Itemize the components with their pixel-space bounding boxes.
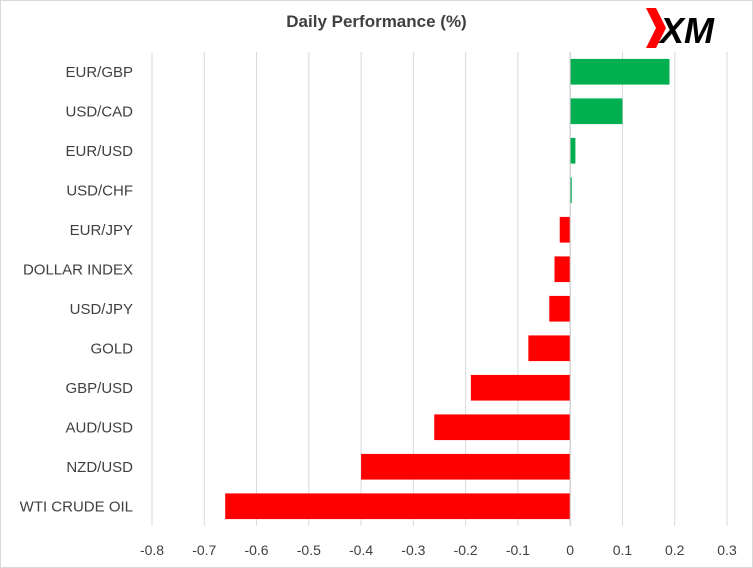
category-label: WTI CRUDE OIL bbox=[20, 498, 133, 515]
x-tick-label: -0.4 bbox=[349, 542, 373, 558]
x-tick-label: -0.3 bbox=[401, 542, 425, 558]
bar bbox=[470, 374, 571, 401]
category-label: NZD/USD bbox=[66, 459, 133, 476]
x-tick-label: -0.8 bbox=[140, 542, 164, 558]
bar bbox=[570, 98, 623, 125]
gridlines bbox=[151, 52, 728, 526]
category-label: GBP/USD bbox=[65, 380, 133, 397]
x-tick-label: 0.2 bbox=[665, 542, 685, 558]
bar bbox=[570, 58, 670, 85]
logo-red-chevron bbox=[646, 8, 666, 48]
category-label: AUD/USD bbox=[65, 419, 133, 436]
x-tick-label: 0 bbox=[566, 542, 574, 558]
chart-title: Daily Performance (%) bbox=[286, 12, 467, 31]
category-label: USD/JPY bbox=[70, 301, 133, 318]
category-label: USD/CHF bbox=[66, 182, 133, 199]
bar bbox=[549, 295, 571, 322]
bar bbox=[570, 177, 572, 204]
bar bbox=[361, 453, 571, 480]
category-label: GOLD bbox=[90, 340, 133, 357]
bar bbox=[570, 137, 576, 164]
category-labels: EUR/GBP USD/CAD EUR/USD USD/CHF EUR/JPY DOLLA… bbox=[20, 64, 134, 516]
category-label: EUR/GBP bbox=[65, 64, 133, 81]
bar bbox=[434, 414, 571, 441]
category-label: EUR/JPY bbox=[70, 222, 133, 239]
category-label: EUR/USD bbox=[65, 143, 133, 160]
x-tick-label: -0.6 bbox=[244, 542, 268, 558]
xm-logo: XM bbox=[646, 8, 715, 50]
x-tick-label: -0.7 bbox=[192, 542, 216, 558]
x-tick-label: -0.2 bbox=[454, 542, 478, 558]
x-tick-label: -0.5 bbox=[297, 542, 321, 558]
x-tick-label: -0.1 bbox=[506, 542, 530, 558]
bar bbox=[554, 256, 571, 283]
tick-labels: -0.8 -0.7 -0.6 -0.5 -0.4 -0.3 -0.2 -0.1 0 0.1 0.2 0… bbox=[140, 542, 737, 558]
bars bbox=[225, 58, 670, 520]
bar bbox=[559, 216, 571, 243]
x-tick-label: 0.1 bbox=[613, 542, 633, 558]
bar bbox=[225, 493, 571, 520]
category-label: DOLLAR INDEX bbox=[23, 261, 133, 278]
category-label: USD/CAD bbox=[65, 103, 133, 120]
logo-text: XM bbox=[658, 10, 715, 50]
bar bbox=[528, 335, 571, 362]
x-tick-label: 0.3 bbox=[717, 542, 737, 558]
